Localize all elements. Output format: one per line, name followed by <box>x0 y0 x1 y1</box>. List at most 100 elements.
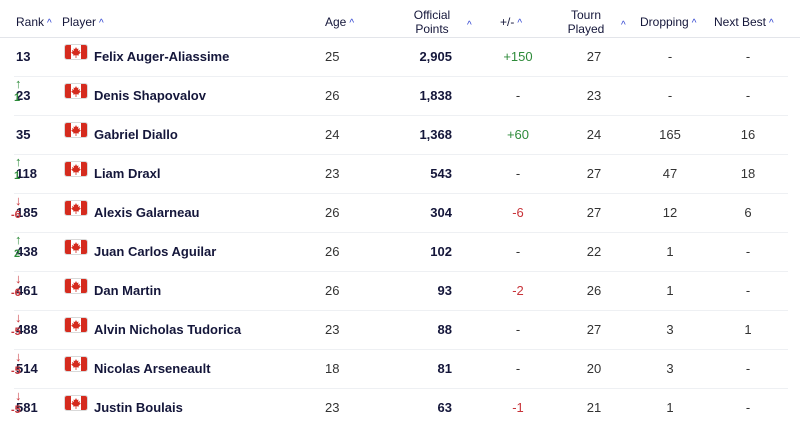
age-value: 18 <box>325 361 340 376</box>
table-row[interactable]: 438 ↑ 2 Juan Carlos Aguilar 26 102 - 22 … <box>14 233 788 272</box>
sort-caret-icon: ^ <box>517 18 523 29</box>
sort-next-best-button[interactable]: Next Best ^ <box>714 15 774 31</box>
points-diff-value: - <box>515 244 521 259</box>
rank-value: 118 <box>16 166 37 181</box>
canada-flag-icon <box>64 317 88 333</box>
next-best-value: 1 <box>744 322 752 337</box>
canada-flag-icon <box>64 278 88 294</box>
points-diff-value: -1 <box>512 400 524 415</box>
canada-flag-icon <box>64 395 88 411</box>
next-best-value: - <box>745 244 751 259</box>
movement-arrow-icon: ↓ <box>15 349 22 364</box>
next-best-value: - <box>745 88 751 103</box>
rank-value: 514 <box>16 361 38 376</box>
tournaments-played-value: 20 <box>586 361 602 376</box>
table-row[interactable]: 185 ↓ -6 Alexis Galarneau 26 304 -6 27 1… <box>11 194 788 233</box>
age-value: 23 <box>325 322 340 337</box>
next-best-value: - <box>745 361 751 376</box>
points-value: 543 <box>430 166 452 181</box>
diff-header: +/- <box>500 15 515 29</box>
tournaments-played-value: 27 <box>586 49 602 64</box>
next-best-value: - <box>745 283 751 298</box>
next-best-header: Next Best <box>714 15 767 29</box>
dropping-value: 165 <box>659 127 681 142</box>
tournaments-played-value: 24 <box>586 127 602 142</box>
table-row[interactable]: 35 Gabriel Diallo 24 1,368 +60 24 165 16 <box>14 116 788 155</box>
table-row[interactable]: 488 ↓ -5 Alvin Nicholas Tudorica 23 88 -… <box>11 310 788 350</box>
dropping-header: Dropping <box>640 15 689 29</box>
player-header: Player <box>62 15 97 29</box>
dropping-value: 1 <box>666 244 674 259</box>
dropping-value: 3 <box>666 361 674 376</box>
rank-value: 488 <box>16 322 38 337</box>
age-header: Age <box>325 15 347 29</box>
rank-value: 23 <box>16 88 31 103</box>
rank-value: 13 <box>16 49 31 64</box>
points-diff-value: -6 <box>512 205 524 220</box>
points-diff-value: - <box>515 88 521 103</box>
points-value: 1,368 <box>419 127 452 142</box>
sort-points-button[interactable]: Official Points ^ <box>402 8 472 36</box>
player-name-link[interactable]: Liam Draxl <box>94 166 161 181</box>
rank-movement: ↑ 1 <box>14 77 28 109</box>
player-name-link[interactable]: Alvin Nicholas Tudorica <box>94 322 242 337</box>
movement-arrow-icon: ↓ <box>15 310 22 325</box>
player-name-link[interactable]: Justin Boulais <box>94 400 183 415</box>
movement-value: -6 <box>11 287 21 299</box>
dropping-value: - <box>667 49 673 64</box>
player-name-link[interactable]: Juan Carlos Aguilar <box>94 244 217 259</box>
table-row[interactable]: 461 ↓ -6 Dan Martin 26 93 -2 26 1 - <box>11 272 788 311</box>
table-row[interactable]: 23 ↑ 1 Denis Shapovalov 26 1,838 - 23 - … <box>14 77 788 116</box>
tourn-header-line1: Tourn <box>570 8 602 22</box>
player-name-link[interactable]: Dan Martin <box>94 283 162 298</box>
dropping-value: 12 <box>662 205 678 220</box>
table-header: Rank ^ Player ^ Age ^ Official Points ^ +/-… <box>0 0 800 38</box>
sort-rank-button[interactable]: Rank ^ <box>16 15 52 31</box>
points-value: 102 <box>430 244 452 259</box>
player-name-link[interactable]: Felix Auger-Aliassime <box>94 49 230 64</box>
tournaments-played-value: 22 <box>586 244 602 259</box>
table-row[interactable]: 13 Felix Auger-Aliassime 25 2,905 +150 2… <box>14 38 788 77</box>
rank-value: 438 <box>16 244 38 259</box>
points-diff-value: - <box>515 322 521 337</box>
rank-header: Rank <box>16 15 45 29</box>
sort-dropping-button[interactable]: Dropping ^ <box>640 15 696 31</box>
points-value: 81 <box>437 361 452 376</box>
movement-value: -5 <box>11 326 21 338</box>
player-name-link[interactable]: Nicolas Arseneault <box>94 361 211 376</box>
age-value: 25 <box>325 49 340 64</box>
sort-player-button[interactable]: Player ^ <box>62 15 104 31</box>
age-value: 26 <box>325 88 340 103</box>
table-row[interactable]: 118 ↑ 1 Liam Draxl 23 543 - 27 47 18 <box>14 155 788 194</box>
age-value: 24 <box>325 127 340 142</box>
points-diff-value: +60 <box>506 127 530 142</box>
sort-caret-icon: ^ <box>99 18 104 29</box>
player-name-link[interactable]: Gabriel Diallo <box>94 127 178 142</box>
next-best-value: 6 <box>744 205 752 220</box>
player-name-link[interactable]: Alexis Galarneau <box>94 205 200 220</box>
points-value: 2,905 <box>419 49 452 64</box>
rank-movement: ↑ 1 <box>14 155 28 187</box>
tournaments-played-value: 27 <box>586 166 602 181</box>
sort-diff-button[interactable]: +/- ^ <box>500 15 522 31</box>
sort-age-button[interactable]: Age ^ <box>325 15 354 31</box>
next-best-value: - <box>745 49 751 64</box>
table-row[interactable]: 581 ↓ -5 Justin Boulais 23 63 -1 21 1 - <box>11 389 788 421</box>
rank-movement: ↓ -5 <box>11 389 28 421</box>
rank-movement: ↓ -5 <box>11 349 28 382</box>
canada-flag-icon <box>64 200 88 216</box>
age-value: 26 <box>325 244 340 259</box>
movement-arrow-icon: ↑ <box>15 76 22 91</box>
dropping-value: - <box>667 88 673 103</box>
rank-value: 581 <box>16 400 38 415</box>
movement-value: -5 <box>11 404 21 416</box>
player-name-link[interactable]: Denis Shapovalov <box>94 88 206 103</box>
sort-caret-icon: ^ <box>621 20 626 31</box>
points-diff-value: - <box>515 166 521 181</box>
movement-arrow-icon: ↑ <box>15 154 22 169</box>
rank-movement: ↓ -5 <box>11 310 28 343</box>
sort-tourn-button[interactable]: Tourn Played ^ <box>556 8 626 36</box>
table-row[interactable]: 514 ↓ -5 Nicolas Arseneault 18 81 - 20 3… <box>11 349 788 389</box>
canada-flag-icon <box>64 239 88 255</box>
canada-flag-icon <box>64 161 88 177</box>
